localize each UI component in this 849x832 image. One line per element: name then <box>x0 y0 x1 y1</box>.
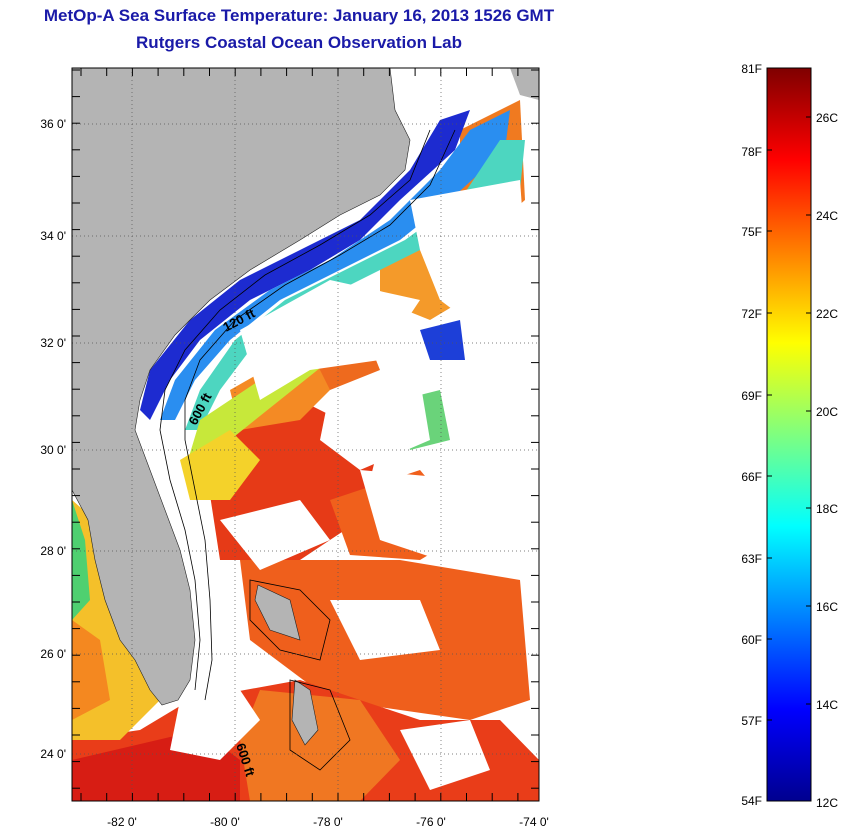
c-label: 16C <box>816 600 838 614</box>
axis-ticks <box>72 68 539 801</box>
colorbar-ticks <box>767 67 811 802</box>
f-label: 72F <box>741 307 762 321</box>
c-label: 18C <box>816 502 838 516</box>
lat-label: 34 0' <box>40 229 66 243</box>
c-label: 20C <box>816 405 838 419</box>
f-label: 69F <box>741 389 762 403</box>
colorbar-gradient <box>766 67 812 802</box>
longitude-labels: -82 0' -80 0' -78 0' -76 0' -74 0' <box>107 815 549 829</box>
f-label: 81F <box>741 62 762 76</box>
island-1 <box>291 679 319 746</box>
c-label: 24C <box>816 209 838 223</box>
lat-label: 28 0' <box>40 544 66 558</box>
f-label: 60F <box>741 633 762 647</box>
f-label: 63F <box>741 552 762 566</box>
lat-label: 36 0' <box>40 117 66 131</box>
island-3 <box>510 68 539 100</box>
c-label: 22C <box>816 307 838 321</box>
island-2 <box>254 584 301 641</box>
map-title: MetOp-A Sea Surface Temperature: January… <box>43 6 555 25</box>
bathymetry-contours <box>159 129 456 771</box>
f-label: 66F <box>741 470 762 484</box>
celsius-labels: 26C 24C 22C 20C 18C 16C 14C 12C <box>816 111 838 810</box>
c-label: 14C <box>816 698 838 712</box>
lon-label: -82 0' <box>107 815 137 829</box>
lat-label: 24 0' <box>40 747 66 761</box>
lat-label: 30 0' <box>40 443 66 457</box>
c-label: 12C <box>816 796 838 810</box>
lat-label: 26 0' <box>40 647 66 661</box>
plot-frame <box>71 67 540 802</box>
fahrenheit-labels: 81F 78F 75F 72F 69F 66F 63F 60F 57F 54F <box>741 62 762 808</box>
land-mass <box>72 68 411 706</box>
lon-label: -80 0' <box>210 815 240 829</box>
f-label: 54F <box>741 794 762 808</box>
lon-label: -78 0' <box>313 815 343 829</box>
map-subtitle: Rutgers Coastal Ocean Observation Lab <box>136 33 462 52</box>
lat-label: 32 0' <box>40 336 66 350</box>
lon-label: -76 0' <box>416 815 446 829</box>
lon-label: -74 0' <box>519 815 549 829</box>
f-label: 78F <box>741 145 762 159</box>
f-label: 57F <box>741 714 762 728</box>
f-label: 75F <box>741 225 762 239</box>
latitude-labels: 36 0' 34 0' 32 0' 30 0' 28 0' 26 0' 24 0… <box>40 117 66 761</box>
c-label: 26C <box>816 111 838 125</box>
